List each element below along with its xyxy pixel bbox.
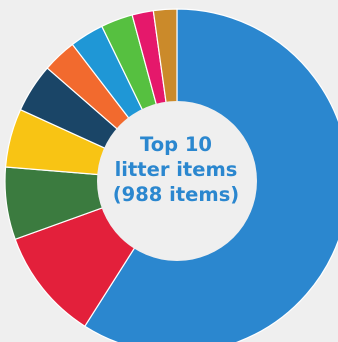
center-label-line-3: (988 items) — [112, 183, 240, 206]
center-label: Top 10 litter items (988 items) — [101, 132, 251, 207]
center-label-line-1: Top 10 — [140, 133, 212, 156]
center-label-line-2: litter items — [114, 158, 238, 181]
donut-hole — [97, 101, 257, 261]
